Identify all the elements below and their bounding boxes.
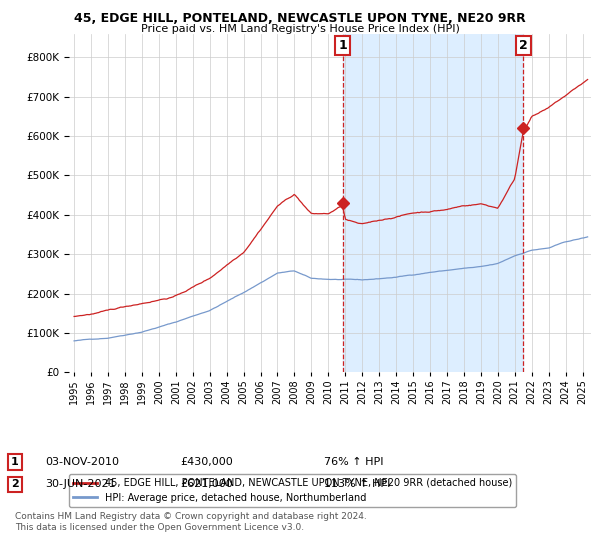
Text: 2: 2 [519, 39, 527, 52]
Text: 03-NOV-2010: 03-NOV-2010 [45, 457, 119, 467]
Text: 76% ↑ HPI: 76% ↑ HPI [324, 457, 383, 467]
Text: 2: 2 [11, 479, 19, 489]
Text: Price paid vs. HM Land Registry's House Price Index (HPI): Price paid vs. HM Land Registry's House … [140, 24, 460, 34]
Text: 30-JUN-2021: 30-JUN-2021 [45, 479, 116, 489]
Legend: 45, EDGE HILL, PONTELAND, NEWCASTLE UPON TYNE, NE20 9RR (detached house), HPI: A: 45, EDGE HILL, PONTELAND, NEWCASTLE UPON… [69, 474, 516, 507]
Text: 1: 1 [338, 39, 347, 52]
Text: 1: 1 [11, 457, 19, 467]
Text: 45, EDGE HILL, PONTELAND, NEWCASTLE UPON TYNE, NE20 9RR: 45, EDGE HILL, PONTELAND, NEWCASTLE UPON… [74, 12, 526, 25]
Text: Contains HM Land Registry data © Crown copyright and database right 2024.
This d: Contains HM Land Registry data © Crown c… [15, 512, 367, 532]
Bar [343, 34, 523, 372]
Text: £621,000: £621,000 [180, 479, 233, 489]
Text: 113% ↑ HPI: 113% ↑ HPI [324, 479, 391, 489]
Text: £430,000: £430,000 [180, 457, 233, 467]
